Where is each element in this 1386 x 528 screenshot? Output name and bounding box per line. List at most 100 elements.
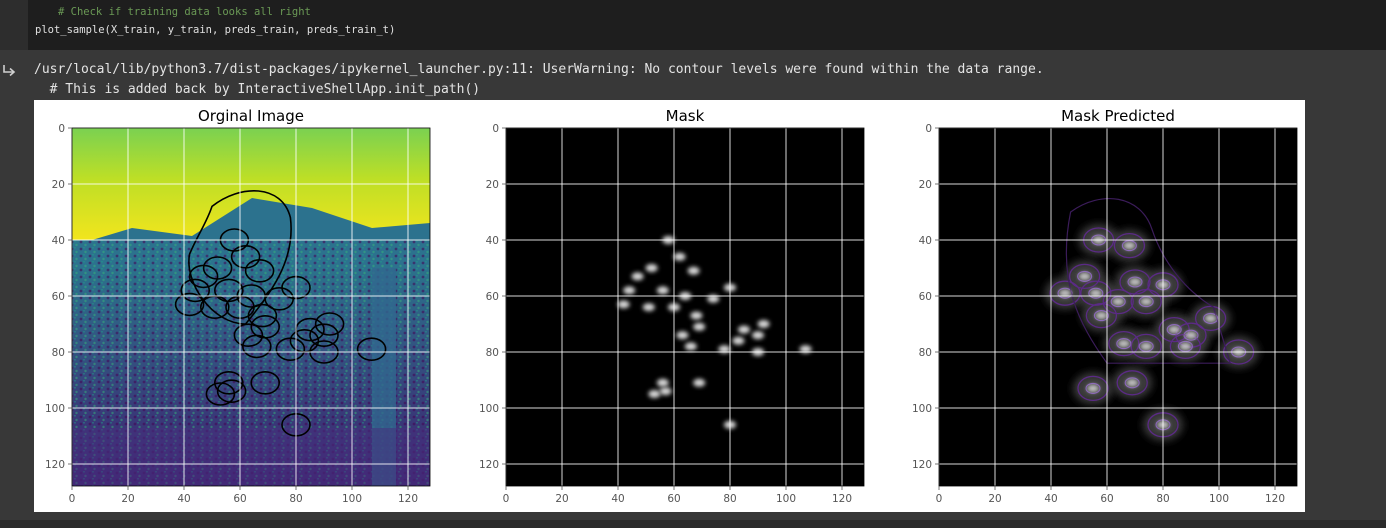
mask-blob [1078,272,1091,281]
x-tick-label: 80 [289,493,302,505]
matplotlib-figure: Orginal Image 0 20 40 60 80 100 120 0 20 40 60 80 100… [34,100,1305,512]
mask-contour [247,303,278,328]
panel-frame [938,127,1298,487]
prediction-contour-inner [1088,287,1104,299]
mask-contour-outline [188,189,292,325]
prediction-contour-inner [1203,312,1219,324]
mask-contour [174,292,205,317]
mask-blob [718,345,731,354]
y-tick-label: 60 [486,291,499,303]
panel-image [939,128,1297,486]
prediction-contour-inner [1183,329,1199,341]
y-tick-label: 100 [45,403,65,415]
mask-blob [631,272,644,281]
prediction-contour-inner [1177,340,1193,352]
mask-blob [1168,325,1181,334]
panel-grid [938,127,1297,486]
x-tick-label: 60 [667,493,680,505]
mask-blob [684,342,697,351]
mask-blob [1126,378,1139,387]
prediction-contour [1077,375,1109,402]
mask-blob [645,264,658,272]
cell-gutter [0,0,28,50]
x-tick-label: 0 [503,493,510,505]
y-tick-label: 20 [919,179,932,191]
mask-blob [1129,278,1141,286]
prediction-contour [1158,316,1190,343]
mask-blob [752,331,764,340]
code-comment-line[interactable]: # Check if training data looks all right [58,6,311,18]
mask-blob [1089,289,1102,298]
x-tick-label: 60 [233,493,246,505]
mask-blob [642,303,655,312]
mask-blob [1087,384,1099,393]
x-tick-label: 40 [611,493,624,505]
panel-title: Orginal Image [198,107,304,125]
mask-blob [623,286,636,295]
mask-blob [1204,314,1217,323]
prediction-contour-outline [1065,198,1232,364]
y-tick-label: 80 [52,347,65,359]
mask-blob [738,325,750,334]
mask-blob [659,387,672,396]
mask-contour [216,379,247,404]
prediction-contour-inner [1138,296,1154,308]
mask-blob [676,331,689,340]
panel-3: Mask Predicted 0 20 40 60 80 100 120 0 20 40 60 80 10… [912,107,1298,505]
prediction-contour-inner [1057,287,1073,299]
prediction-contour-inner [1077,270,1093,282]
mask-contour [275,337,306,361]
warning-line: /usr/local/lib/python3.7/dist-packages/i… [34,62,1044,77]
panel-1: Orginal Image 0 20 40 60 80 100 120 0 20 40 60 80 100… [45,107,431,505]
mask-contour [250,370,280,395]
x-tick-label: 120 [1265,493,1285,505]
prediction-contour [1130,333,1162,360]
x-tick-label: 0 [936,493,943,505]
mask-blob [707,294,720,303]
mask-contour [205,382,236,406]
panel-title: Mask [666,107,705,125]
panel-image [506,128,864,486]
code-line[interactable]: plot_sample(X_train, y_train, preds_trai… [35,24,396,36]
y-tick-label: 20 [486,179,499,191]
y-tick-label: 80 [919,347,932,359]
mask-blob [1112,297,1125,306]
mask-blob [757,320,770,328]
y-tick-label: 0 [925,123,932,135]
prediction-contour [1102,288,1134,315]
code-cell[interactable]: # Check if training data looks all right… [0,0,1386,50]
mask-blob [693,322,706,331]
y-tick-label: 120 [912,459,932,471]
mask-blob [1123,241,1136,250]
image-shadow [72,428,430,486]
prediction-contour [1068,263,1101,290]
mask-blob [617,300,630,309]
figure-canvas: Orginal Image 0 20 40 60 80 100 120 0 20 40 60 80 100… [45,107,1298,505]
prediction-contour-inner [1093,310,1109,322]
x-tick-label: 0 [69,493,76,505]
mask-contour [309,323,339,347]
prediction-contour-inner [1121,240,1137,252]
y-tick-label: 100 [912,403,932,415]
y-tick-label: 0 [492,123,499,135]
mask-blob [1179,342,1192,351]
x-tick-label: 80 [1156,493,1169,505]
panel-image [72,128,430,486]
y-tick-label: 40 [52,235,65,247]
prediction-contour [1085,302,1118,329]
mask-blob [1140,297,1153,306]
mask-blob [690,311,703,320]
mask-blob [693,378,706,387]
mask-blob [656,286,669,295]
prediction-contour-inner [1110,296,1126,308]
panel-frame [71,127,431,487]
mask-contour [214,370,244,395]
prediction-contour [1049,280,1081,306]
x-tick-label: 20 [555,493,568,505]
warning-trace-line: # This is added back by InteractiveShell… [34,82,481,97]
x-tick-label: 20 [121,493,134,505]
output-arrow-icon[interactable] [0,61,20,81]
y-tick-label: 40 [486,235,499,247]
mask-blob [1117,339,1130,348]
x-tick-label: 100 [776,493,796,505]
